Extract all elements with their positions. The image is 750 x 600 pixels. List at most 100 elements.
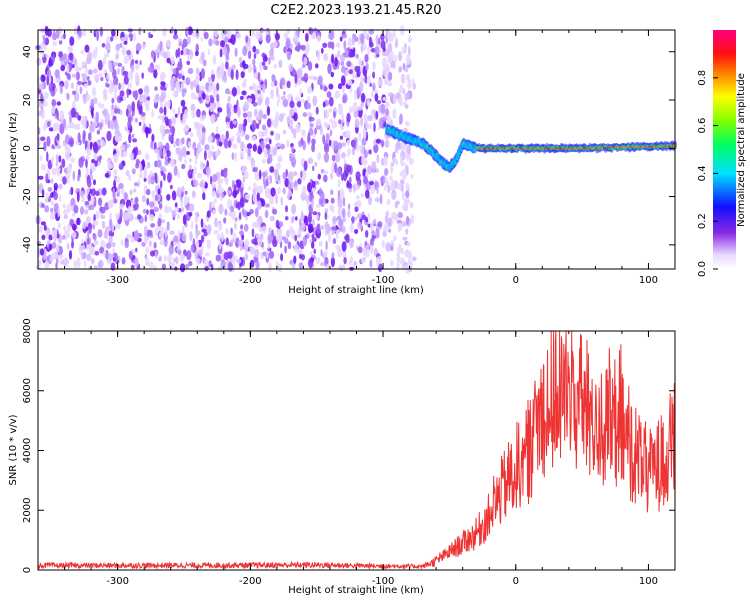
noise-cell [346,164,351,173]
noise-cell [311,241,315,249]
noise-cell [265,34,271,44]
noise-cell [346,79,353,86]
noise-cell [390,259,394,267]
noise-cell [200,51,205,62]
noise-cell [86,94,91,102]
noise-cell [262,56,268,62]
noise-cell [401,221,407,227]
noise-cell [387,81,393,87]
noise-cell [390,179,396,189]
noise-cell [115,54,119,60]
noise-cell [285,205,288,213]
noise-cell [220,134,225,142]
noise-cell [302,64,305,69]
noise-cell [46,135,51,147]
noise-cell [271,74,276,82]
noise-cell [373,138,377,146]
noise-cell [197,172,203,179]
noise-cell [267,233,273,244]
noise-cell [62,235,66,240]
noise-cell [391,211,395,220]
noise-cell [124,126,128,131]
noise-cell [341,113,345,124]
noise-cell [70,107,76,118]
noise-cell [398,87,403,93]
noise-cell [235,32,242,40]
noise-cell [324,53,329,62]
noise-cell [186,26,189,36]
noise-cell [113,119,118,130]
noise-cell [318,197,324,206]
noise-cell [340,75,346,86]
noise-cell [40,97,44,104]
noise-cell [51,155,54,166]
noise-cell [109,218,113,228]
noise-cell [323,143,330,154]
noise-cell [374,197,381,203]
noise-cell [57,207,60,218]
spectrogram-y-axis-label: Frequency (Hz) [8,112,19,188]
noise-cell [163,168,167,173]
noise-cell [397,222,402,232]
noise-cell [287,171,294,182]
noise-cell [215,125,219,134]
noise-cell [86,75,90,82]
noise-cell [408,45,411,57]
noise-cell [342,263,346,269]
noise-cell [98,197,103,206]
noise-cell [153,242,157,249]
noise-cell [134,257,139,268]
noise-cell [242,60,245,68]
noise-cell [88,244,94,255]
noise-cell [44,205,50,213]
noise-cell [342,250,347,259]
noise-cell [317,173,321,180]
noise-cell [217,222,223,231]
snr-series-line [37,330,676,571]
noise-cell [39,155,43,162]
noise-cell [341,241,347,252]
noise-cell [159,124,166,135]
noise-cell [383,75,389,84]
noise-cell [407,250,412,261]
noise-cell [86,253,92,262]
noise-cell [196,108,201,118]
noise-cell [125,108,129,117]
noise-cell [110,106,115,118]
noise-cell [308,26,312,35]
noise-cell [405,74,411,81]
noise-cell [269,138,272,145]
noise-cell [99,246,105,254]
colorbar-ticks: 0.0 0.2 0.4 0.6 0.8 [697,70,718,277]
noise-cell [254,171,260,182]
noise-cell [286,52,291,61]
noise-cell [100,240,106,250]
noise-cell [55,78,60,84]
noise-cell [166,194,171,201]
noise-cell [63,208,68,216]
noise-cell [296,68,302,79]
noise-cell [48,82,53,92]
noise-cell [50,207,54,213]
noise-cell [331,252,335,259]
noise-cell [160,180,163,189]
noise-cell [163,105,167,116]
noise-cell [280,95,286,101]
noise-cell [238,239,244,246]
noise-cell [396,255,401,263]
noise-cell [317,152,322,161]
noise-cell [194,213,198,225]
noise-cell [343,257,347,265]
noise-cell [341,225,346,234]
noise-cell [110,262,116,271]
noise-cell [191,109,196,119]
noise-cell [377,255,382,264]
noise-cell [404,104,409,109]
noise-cell [240,188,244,199]
noise-cell [319,225,325,231]
noise-cell [332,215,337,226]
noise-cell [192,170,195,182]
x-tick-label: -300 [106,275,129,286]
noise-cell [162,52,168,59]
